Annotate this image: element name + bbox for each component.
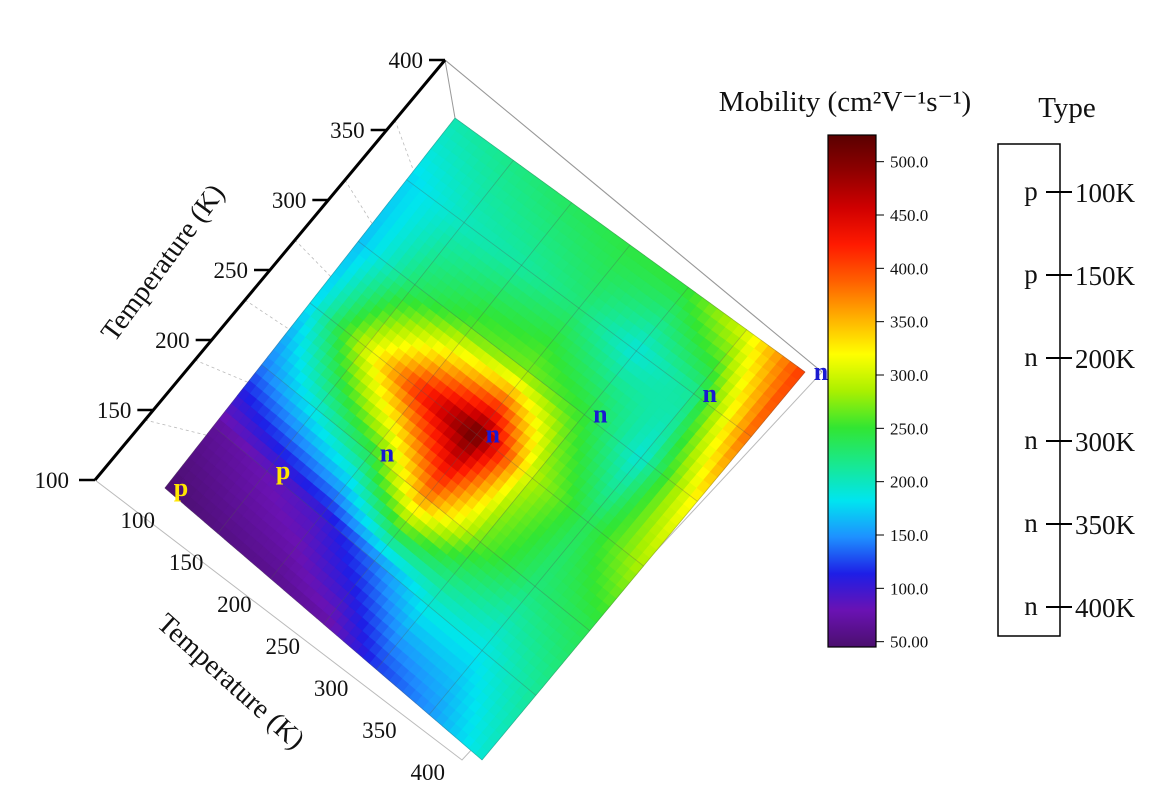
x-tick-label: 150 bbox=[169, 550, 204, 575]
frame-edge bbox=[444, 59, 456, 119]
type-marker: p bbox=[174, 473, 188, 502]
colorbar-tick-label: 150.0 bbox=[890, 526, 928, 545]
x-tick-label: 250 bbox=[266, 634, 301, 659]
type-legend-type: n bbox=[1024, 508, 1038, 538]
colorbar-tick-label: 500.0 bbox=[890, 153, 928, 172]
type-legend: Type p 100K p 150K n 200K n 300K n 350K n 400K bbox=[997, 92, 1136, 637]
type-legend-type: n bbox=[1024, 591, 1038, 621]
type-marker: p bbox=[276, 456, 290, 485]
colorbar-tick-label: 250.0 bbox=[890, 419, 928, 438]
frame-gridline bbox=[294, 239, 332, 277]
colorbar-bar bbox=[827, 134, 877, 648]
y-tick-label: 300 bbox=[272, 188, 307, 213]
x-tick-label: 350 bbox=[362, 718, 397, 743]
y-tick-label: 400 bbox=[389, 48, 424, 73]
mesh-line bbox=[213, 426, 537, 696]
type-legend-type: p bbox=[1024, 176, 1038, 206]
heatmap-mesh bbox=[164, 117, 806, 761]
colorbar-tick-label: 450.0 bbox=[890, 206, 928, 225]
colorbar-tick-label: 400.0 bbox=[890, 259, 928, 278]
mesh-line bbox=[406, 179, 752, 437]
type-legend-rows: p 100K p 150K n 200K n 300K n 350K n 400K bbox=[1024, 176, 1135, 623]
y-tick-label: 100 bbox=[35, 468, 70, 493]
mesh-line bbox=[270, 202, 572, 579]
x-tick-label: 400 bbox=[411, 760, 446, 785]
y-axis-label: Temperature (K) bbox=[95, 179, 231, 348]
type-legend-title: Type bbox=[1038, 92, 1096, 124]
frame-gridline bbox=[144, 419, 207, 436]
type-legend-temp: 200K bbox=[1075, 344, 1136, 374]
mesh-line bbox=[164, 117, 456, 489]
colorbar-ticks: 50.00 100.0 150.0 200.0 250.0 300.0 350.0 400.0… bbox=[876, 153, 928, 652]
type-marker: n bbox=[593, 400, 608, 429]
mesh-line bbox=[481, 371, 806, 761]
mesh-line bbox=[376, 287, 689, 670]
type-legend-temp: 150K bbox=[1075, 261, 1136, 291]
x-tick-label: 200 bbox=[217, 592, 252, 617]
y-tick-label: 350 bbox=[330, 118, 365, 143]
frame-gridlines bbox=[144, 59, 823, 436]
frame-gridline bbox=[244, 299, 290, 330]
heatmap-surface bbox=[164, 117, 806, 761]
type-legend-type: n bbox=[1024, 342, 1038, 372]
mesh-line bbox=[323, 244, 631, 625]
mesh-line bbox=[454, 117, 806, 373]
x-axis-ticks: 100 150 200 250 300 350 400 bbox=[121, 508, 446, 785]
type-legend-type: p bbox=[1024, 259, 1038, 289]
colorbar-tick-label: 50.00 bbox=[890, 633, 928, 652]
type-marker: n bbox=[814, 357, 829, 386]
colorbar-tick-label: 100.0 bbox=[890, 579, 928, 598]
heatmap-cell bbox=[790, 366, 806, 381]
colorbar-tick-label: 300.0 bbox=[890, 366, 928, 385]
type-legend-temp: 300K bbox=[1075, 427, 1136, 457]
x-tick-label: 300 bbox=[314, 676, 349, 701]
mesh-line bbox=[217, 160, 514, 534]
y-tick-label: 250 bbox=[214, 258, 249, 283]
x-tick-label: 100 bbox=[121, 508, 156, 533]
colorbar-tick-label: 350.0 bbox=[890, 313, 928, 332]
mesh-line bbox=[428, 329, 747, 715]
colorbar-tick-label: 200.0 bbox=[890, 473, 928, 492]
colorbar-title: Mobility (cm²V⁻¹s⁻¹) bbox=[719, 86, 971, 118]
y-tick-label: 150 bbox=[97, 398, 132, 423]
type-legend-temp: 350K bbox=[1075, 510, 1136, 540]
type-marker: n bbox=[703, 379, 718, 408]
y-axis-ticks: 100 150 200 250 300 350 400 bbox=[35, 48, 445, 493]
mesh-line bbox=[261, 364, 590, 631]
type-marker: n bbox=[486, 420, 501, 449]
mesh-line bbox=[164, 487, 483, 761]
frame-gridline bbox=[344, 179, 373, 224]
type-marker: n bbox=[380, 438, 395, 467]
frame-edge bbox=[444, 59, 823, 373]
type-legend-temp: 100K bbox=[1075, 178, 1136, 208]
x-axis-label: Temperature (K) bbox=[151, 608, 311, 756]
type-markers: p p n n n n n bbox=[174, 357, 829, 502]
colorbar: Mobility (cm²V⁻¹s⁻¹) 50.00 100.0 150.0 200.… bbox=[719, 86, 971, 652]
type-legend-type: n bbox=[1024, 425, 1038, 455]
mesh-line bbox=[358, 241, 698, 502]
type-legend-box bbox=[997, 143, 1061, 637]
y-tick-label: 200 bbox=[155, 328, 190, 353]
mesh-line bbox=[309, 302, 644, 567]
type-legend-temp: 400K bbox=[1075, 593, 1136, 623]
